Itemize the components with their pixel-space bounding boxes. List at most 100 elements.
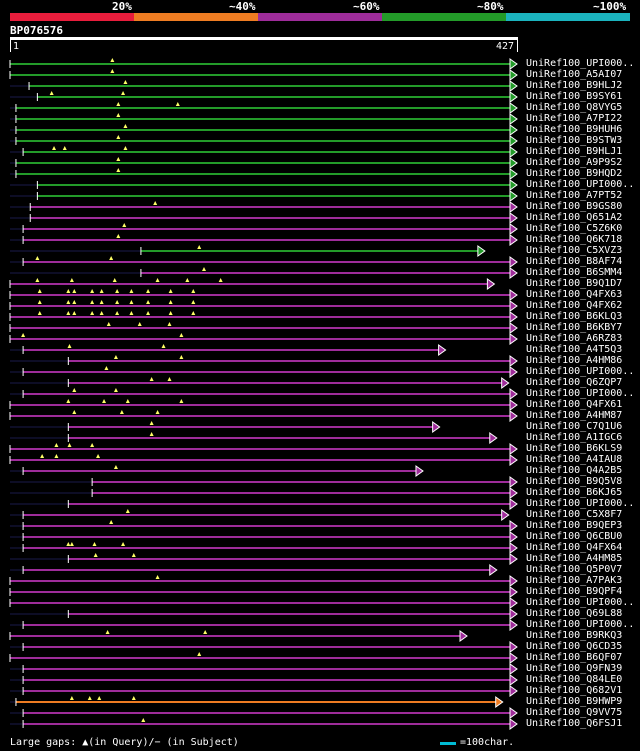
- hit-row[interactable]: [10, 201, 518, 213]
- hit-label[interactable]: UniRef100_Q69L88: [526, 608, 623, 619]
- hit-label[interactable]: UniRef100_C5XVZ3: [526, 245, 623, 256]
- hit-label[interactable]: UniRef100_Q6CD35: [526, 641, 623, 652]
- hit-row[interactable]: [9, 58, 518, 70]
- hit-label[interactable]: UniRef100_C5Z6K0: [526, 223, 623, 234]
- hit-label[interactable]: UniRef100_B6KBY7: [526, 322, 623, 333]
- hit-label[interactable]: UniRef100_B9HLJ2: [526, 80, 623, 91]
- hit-row[interactable]: [10, 157, 518, 169]
- hit-label[interactable]: UniRef100_UPI000..: [526, 366, 635, 377]
- hit-row[interactable]: [10, 124, 518, 136]
- hit-row[interactable]: [10, 146, 518, 158]
- hit-row[interactable]: [10, 245, 486, 257]
- hit-label[interactable]: UniRef100_B9SY61: [526, 91, 623, 102]
- hit-label[interactable]: UniRef100_A7PT52: [526, 190, 623, 201]
- hit-label[interactable]: UniRef100_B9HUH6: [526, 124, 623, 135]
- hit-label[interactable]: UniRef100_Q6FSJ1: [526, 718, 623, 729]
- hit-label[interactable]: UniRef100_Q9VV75: [526, 707, 623, 718]
- hit-row[interactable]: [10, 718, 518, 730]
- hit-row[interactable]: [10, 542, 518, 554]
- hit-row[interactable]: [10, 707, 518, 719]
- hit-label[interactable]: UniRef100_A6RZ83: [526, 333, 623, 344]
- hit-label[interactable]: UniRef100_A4HM87: [526, 410, 623, 421]
- hit-label[interactable]: UniRef100_C7Q1U6: [526, 421, 623, 432]
- hit-label[interactable]: UniRef100_B6QF07: [526, 652, 623, 663]
- hit-label[interactable]: UniRef100_Q4FX62: [526, 300, 623, 311]
- hit-row[interactable]: [10, 421, 441, 433]
- hit-label[interactable]: UniRef100_Q8VYG5: [526, 102, 623, 113]
- hit-label[interactable]: UniRef100_Q6K718: [526, 234, 623, 245]
- hit-label[interactable]: UniRef100_A4T5Q3: [526, 344, 623, 355]
- hit-label[interactable]: UniRef100_A4HM86: [526, 355, 623, 366]
- hit-label[interactable]: UniRef100_B9QPF4: [526, 586, 623, 597]
- hit-row[interactable]: [10, 344, 447, 356]
- hit-row[interactable]: [9, 399, 518, 411]
- hit-row[interactable]: [9, 311, 518, 323]
- hit-row[interactable]: [9, 630, 468, 642]
- hit-row[interactable]: [10, 113, 518, 125]
- hit-row[interactable]: [10, 619, 518, 631]
- hit-row[interactable]: [10, 553, 518, 565]
- hit-label[interactable]: UniRef100_UPI000..: [526, 498, 635, 509]
- hit-label[interactable]: UniRef100_B9RKQ3: [526, 630, 623, 641]
- hit-label[interactable]: UniRef100_Q6ZQP7: [526, 377, 623, 388]
- hit-row[interactable]: [10, 531, 518, 543]
- hit-row[interactable]: [10, 663, 518, 675]
- hit-row[interactable]: [9, 652, 518, 664]
- hit-row[interactable]: [10, 168, 518, 180]
- hit-label[interactable]: UniRef100_B9HQD2: [526, 168, 623, 179]
- hit-label[interactable]: UniRef100_Q6CBU0: [526, 531, 623, 542]
- hit-label[interactable]: UniRef100_Q4A2B5: [526, 465, 623, 476]
- hit-label[interactable]: UniRef100_B9STW3: [526, 135, 623, 146]
- hit-label[interactable]: UniRef100_UPI000..: [526, 619, 635, 630]
- hit-label[interactable]: UniRef100_B9HLJ1: [526, 146, 623, 157]
- hit-row[interactable]: [10, 91, 518, 103]
- hit-label[interactable]: UniRef100_UPI000..: [526, 597, 635, 608]
- hit-label[interactable]: UniRef100_B9Q5V8: [526, 476, 623, 487]
- hit-label[interactable]: UniRef100_A5AI07: [526, 69, 623, 80]
- hit-label[interactable]: UniRef100_B9Q1D7: [526, 278, 623, 289]
- hit-label[interactable]: UniRef100_B6SMM4: [526, 267, 623, 278]
- hit-row[interactable]: [10, 465, 424, 477]
- hit-row[interactable]: [10, 135, 518, 147]
- hit-row[interactable]: [10, 564, 498, 576]
- hit-row[interactable]: [10, 80, 518, 92]
- hit-label[interactable]: UniRef100_C5X8F7: [526, 509, 623, 520]
- hit-row[interactable]: [10, 498, 518, 510]
- hit-row[interactable]: [10, 377, 510, 389]
- hit-label[interactable]: UniRef100_A4IAU8: [526, 454, 623, 465]
- hit-label[interactable]: UniRef100_Q5P0V7: [526, 564, 623, 575]
- hit-row[interactable]: [9, 575, 518, 587]
- hit-row[interactable]: [9, 322, 518, 334]
- hit-row[interactable]: [10, 509, 510, 521]
- hit-label[interactable]: UniRef100_Q84LE0: [526, 674, 623, 685]
- hit-row[interactable]: [10, 102, 518, 114]
- hit-label[interactable]: UniRef100_B6KJ65: [526, 487, 623, 498]
- hit-label[interactable]: UniRef100_A9P9S2: [526, 157, 623, 168]
- hit-row[interactable]: [10, 432, 498, 444]
- hit-label[interactable]: UniRef100_B9GS80: [526, 201, 623, 212]
- hit-row[interactable]: [9, 586, 518, 598]
- hit-row[interactable]: [10, 223, 518, 235]
- hit-row[interactable]: [10, 190, 518, 202]
- hit-row[interactable]: [9, 333, 518, 345]
- hit-row[interactable]: [9, 69, 518, 81]
- hit-row[interactable]: [10, 212, 518, 224]
- hit-row[interactable]: [9, 410, 518, 422]
- hit-row[interactable]: [10, 641, 518, 653]
- hit-label[interactable]: UniRef100_Q651A2: [526, 212, 623, 223]
- hit-row[interactable]: [9, 289, 518, 301]
- hit-row[interactable]: [10, 685, 518, 697]
- hit-label[interactable]: UniRef100_A7PI22: [526, 113, 623, 124]
- hit-row[interactable]: [10, 234, 518, 246]
- hit-label[interactable]: UniRef100_Q4FX63: [526, 289, 623, 300]
- hit-row[interactable]: [10, 366, 518, 378]
- hit-row[interactable]: [9, 454, 518, 466]
- hit-row[interactable]: [10, 674, 518, 686]
- hit-row[interactable]: [9, 443, 518, 455]
- hit-label[interactable]: UniRef100_B6KLQ3: [526, 311, 623, 322]
- hit-label[interactable]: UniRef100_Q4FX61: [526, 399, 623, 410]
- hit-label[interactable]: UniRef100_B9HWP9: [526, 696, 623, 707]
- hit-label[interactable]: UniRef100_Q9FN39: [526, 663, 623, 674]
- hit-label[interactable]: UniRef100_A4HM85: [526, 553, 623, 564]
- hit-label[interactable]: UniRef100_UPI000..: [526, 388, 635, 399]
